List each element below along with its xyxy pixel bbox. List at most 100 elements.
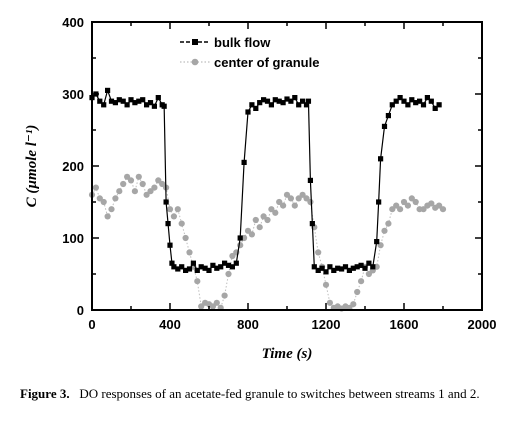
data-point-bulk-flow <box>376 199 382 205</box>
data-point-center-of-granule <box>244 227 252 234</box>
data-point-bulk-flow <box>105 87 111 93</box>
data-point-bulk-flow <box>241 159 247 165</box>
data-point-bulk-flow <box>303 102 310 108</box>
data-point-bulk-flow <box>389 102 395 108</box>
data-point-bulk-flow <box>151 103 157 109</box>
data-point-bulk-flow <box>206 267 212 273</box>
data-point-bulk-flow <box>101 102 107 108</box>
data-point-bulk-flow <box>116 97 122 103</box>
data-point-center-of-granule <box>209 303 216 310</box>
series-center-of-granule <box>88 173 447 312</box>
data-point-center-of-granule <box>404 202 411 209</box>
data-point-bulk-flow <box>315 267 321 273</box>
data-point-center-of-granule <box>104 213 111 220</box>
data-point-center-of-granule <box>291 202 298 209</box>
data-point-center-of-granule <box>428 200 435 207</box>
data-point-center-of-granule <box>159 180 166 188</box>
legend: bulk flow center of granule <box>180 35 319 70</box>
legend-marker-bulk-flow <box>192 39 198 45</box>
data-point-bulk-flow <box>428 98 434 104</box>
data-point-bulk-flow <box>311 264 317 270</box>
data-point-center-of-granule <box>174 206 181 213</box>
caption-text: DO responses of an acetate-fed granule t… <box>79 386 480 401</box>
data-point-center-of-granule <box>303 195 310 202</box>
data-point-center-of-granule <box>307 198 314 206</box>
data-point-center-of-granule <box>287 195 294 202</box>
data-point-center-of-granule <box>237 242 244 249</box>
data-point-bulk-flow <box>296 102 302 108</box>
data-point-center-of-granule <box>178 220 185 227</box>
data-point-bulk-flow <box>413 100 419 106</box>
data-point-bulk-flow <box>202 265 208 271</box>
y-axis-title: C (µmole l⁻¹) <box>24 125 40 208</box>
data-point-bulk-flow <box>280 100 286 106</box>
y-tick-label: 100 <box>62 231 84 246</box>
data-point-bulk-flow <box>169 260 175 266</box>
data-point-bulk-flow <box>362 265 368 271</box>
data-point-bulk-flow <box>309 221 315 227</box>
data-point-center-of-granule <box>354 288 361 296</box>
legend-label-bulk-flow: bulk flow <box>214 35 271 50</box>
data-point-bulk-flow <box>128 97 134 103</box>
data-point-center-of-granule <box>280 202 287 209</box>
data-point-bulk-flow <box>183 267 189 273</box>
data-point-bulk-flow <box>222 260 228 266</box>
data-point-center-of-granule <box>229 252 236 260</box>
data-point-bulk-flow <box>268 102 274 108</box>
data-point-bulk-flow <box>108 98 115 104</box>
data-point-bulk-flow <box>190 260 196 266</box>
legend-marker-center-of-granule <box>191 58 199 66</box>
data-point-center-of-granule <box>151 184 158 191</box>
data-point-bulk-flow <box>385 113 391 119</box>
data-point-bulk-flow <box>401 98 407 104</box>
data-point-bulk-flow <box>257 100 263 106</box>
data-point-bulk-flow <box>198 264 204 270</box>
data-point-bulk-flow <box>167 242 173 248</box>
caption-label: Figure 3. <box>20 386 70 401</box>
data-point-center-of-granule <box>264 216 271 224</box>
data-point-bulk-flow <box>97 98 103 104</box>
data-point-bulk-flow <box>420 102 427 108</box>
data-point-center-of-granule <box>147 188 154 195</box>
y-tick-label: 0 <box>77 303 84 318</box>
data-point-center-of-granule <box>96 195 103 202</box>
data-point-bulk-flow <box>397 95 403 101</box>
y-tick-label: 300 <box>62 87 84 102</box>
data-point-center-of-granule <box>116 188 123 195</box>
data-point-center-of-granule <box>248 231 255 238</box>
data-point-center-of-granule <box>194 278 201 285</box>
data-point-bulk-flow <box>264 98 271 104</box>
data-point-bulk-flow <box>378 156 384 162</box>
data-point-bulk-flow <box>225 262 232 268</box>
x-tick-labels: 0 400 800 1200 1600 2000 <box>88 317 496 332</box>
data-point-center-of-granule <box>272 209 279 216</box>
data-point-bulk-flow <box>194 267 200 273</box>
data-point-bulk-flow <box>140 97 146 103</box>
data-point-center-of-granule <box>276 198 283 206</box>
data-point-bulk-flow <box>272 97 278 103</box>
data-point-center-of-granule <box>397 206 404 213</box>
data-point-bulk-flow <box>358 262 364 268</box>
data-point-bulk-flow <box>218 264 224 270</box>
data-point-bulk-flow <box>237 235 243 241</box>
data-point-center-of-granule <box>139 180 146 188</box>
data-point-center-of-granule <box>92 184 99 191</box>
data-point-bulk-flow <box>249 102 255 108</box>
data-point-center-of-granule <box>252 216 259 224</box>
data-point-center-of-granule <box>350 301 357 308</box>
data-point-center-of-granule <box>221 292 228 299</box>
data-point-center-of-granule <box>439 206 447 213</box>
axis-ticks <box>91 21 483 311</box>
data-point-bulk-flow <box>300 98 306 104</box>
data-point-bulk-flow <box>210 262 216 268</box>
data-point-center-of-granule <box>381 227 388 234</box>
data-point-bulk-flow <box>381 123 388 129</box>
data-point-bulk-flow <box>120 98 126 104</box>
data-point-bulk-flow <box>253 105 259 111</box>
data-point-center-of-granule <box>213 299 220 306</box>
data-point-center-of-granule <box>198 303 205 310</box>
data-point-bulk-flow <box>276 98 282 104</box>
data-point-bulk-flow <box>339 266 345 272</box>
x-tick-label: 1200 <box>312 317 341 332</box>
data-point-bulk-flow <box>342 264 349 270</box>
